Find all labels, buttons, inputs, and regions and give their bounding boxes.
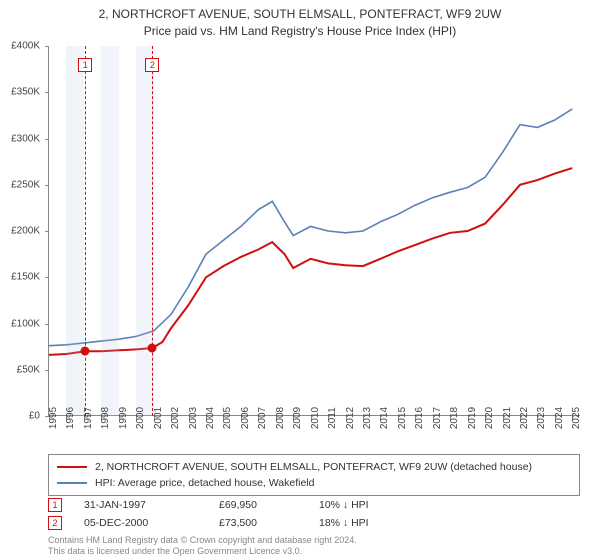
- marker-dot: [81, 347, 90, 356]
- footer-line-2: This data is licensed under the Open Gov…: [48, 546, 357, 557]
- marker-num-2: 2: [52, 518, 57, 528]
- x-tick-label: 2001: [153, 407, 164, 429]
- x-tick-label: 1998: [100, 407, 111, 429]
- x-tick-label: 2013: [362, 407, 373, 429]
- marker-row-2: 2 05-DEC-2000 £73,500 18% ↓ HPI: [48, 514, 419, 532]
- series-line-hpi: [49, 109, 572, 346]
- footer: Contains HM Land Registry data © Crown c…: [48, 535, 357, 557]
- x-tick-label: 1997: [83, 407, 94, 429]
- y-tick-label: £250K: [11, 179, 40, 190]
- x-tick-label: 2020: [484, 407, 495, 429]
- y-tick-label: £200K: [11, 226, 40, 237]
- x-tick-label: 2023: [536, 407, 547, 429]
- x-tick-label: 2012: [345, 407, 356, 429]
- marker-box-1: 1: [48, 498, 62, 512]
- marker-vline: [152, 46, 153, 416]
- x-tick-label: 2024: [554, 407, 565, 429]
- y-tick-label: £150K: [11, 272, 40, 283]
- x-tick-label: 2019: [467, 407, 478, 429]
- legend-row-property: 2, NORTHCROFT AVENUE, SOUTH ELMSALL, PON…: [57, 459, 571, 475]
- shaded-band: [66, 46, 83, 416]
- marker-row-1: 1 31-JAN-1997 £69,950 10% ↓ HPI: [48, 496, 419, 514]
- marker-dot: [148, 344, 157, 353]
- marker-date-1: 31-JAN-1997: [84, 499, 219, 511]
- series-line-property: [49, 168, 572, 355]
- title-block: 2, NORTHCROFT AVENUE, SOUTH ELMSALL, PON…: [0, 0, 600, 42]
- x-tick-label: 2006: [240, 407, 251, 429]
- line-svg: [49, 46, 581, 416]
- footer-line-1: Contains HM Land Registry data © Crown c…: [48, 535, 357, 546]
- y-tick-label: £300K: [11, 133, 40, 144]
- legend-box: 2, NORTHCROFT AVENUE, SOUTH ELMSALL, PON…: [48, 454, 580, 496]
- legend-label-hpi: HPI: Average price, detached house, Wake…: [95, 477, 314, 489]
- marker-box-2: 2: [48, 516, 62, 530]
- y-tick-label: £400K: [11, 41, 40, 52]
- x-tick-label: 2016: [414, 407, 425, 429]
- y-tick-label: £350K: [11, 87, 40, 98]
- x-tick-label: 1996: [65, 407, 76, 429]
- x-tick-label: 1999: [118, 407, 129, 429]
- chart-container: 2, NORTHCROFT AVENUE, SOUTH ELMSALL, PON…: [0, 0, 600, 560]
- marker-date-2: 05-DEC-2000: [84, 517, 219, 529]
- x-tick-label: 2014: [379, 407, 390, 429]
- x-tick-label: 2017: [432, 407, 443, 429]
- y-tick-label: £0: [29, 411, 40, 422]
- marker-table: 1 31-JAN-1997 £69,950 10% ↓ HPI 2 05-DEC…: [48, 496, 419, 532]
- marker-delta-1: 10% ↓ HPI: [319, 499, 419, 511]
- x-tick-label: 2011: [327, 407, 338, 429]
- legend-row-hpi: HPI: Average price, detached house, Wake…: [57, 475, 571, 491]
- legend-label-property: 2, NORTHCROFT AVENUE, SOUTH ELMSALL, PON…: [95, 461, 532, 473]
- x-tick-label: 2008: [275, 407, 286, 429]
- x-tick-label: 2000: [135, 407, 146, 429]
- x-tick-label: 2022: [519, 407, 530, 429]
- marker-vline: [85, 46, 86, 416]
- x-tick-label: 2002: [170, 407, 181, 429]
- x-tick-label: 2018: [449, 407, 460, 429]
- x-tick-label: 2025: [571, 407, 582, 429]
- x-tick-label: 2021: [502, 407, 513, 429]
- title-line-1: 2, NORTHCROFT AVENUE, SOUTH ELMSALL, PON…: [10, 6, 590, 23]
- x-tick-label: 2007: [257, 407, 268, 429]
- shaded-band: [136, 46, 153, 416]
- marker-price-1: £69,950: [219, 499, 319, 511]
- legend-swatch-hpi: [57, 482, 87, 484]
- marker-num-1: 1: [52, 500, 57, 510]
- y-tick-label: £100K: [11, 318, 40, 329]
- chart-area: 12 £0£50K£100K£150K£200K£250K£300K£350K£…: [48, 46, 580, 416]
- x-tick-label: 1995: [48, 407, 59, 429]
- x-tick-label: 2010: [310, 407, 321, 429]
- marker-anno-box: 2: [145, 58, 159, 72]
- title-line-2: Price paid vs. HM Land Registry's House …: [10, 23, 590, 40]
- shaded-band: [101, 46, 118, 416]
- x-tick-label: 2004: [205, 407, 216, 429]
- marker-anno-box: 1: [78, 58, 92, 72]
- x-tick-label: 2003: [188, 407, 199, 429]
- legend-swatch-property: [57, 466, 87, 468]
- x-tick-label: 2005: [222, 407, 233, 429]
- x-tick-label: 2015: [397, 407, 408, 429]
- y-tick-label: £50K: [17, 364, 40, 375]
- plot-region: 12: [48, 46, 580, 416]
- marker-delta-2: 18% ↓ HPI: [319, 517, 419, 529]
- marker-price-2: £73,500: [219, 517, 319, 529]
- x-tick-label: 2009: [292, 407, 303, 429]
